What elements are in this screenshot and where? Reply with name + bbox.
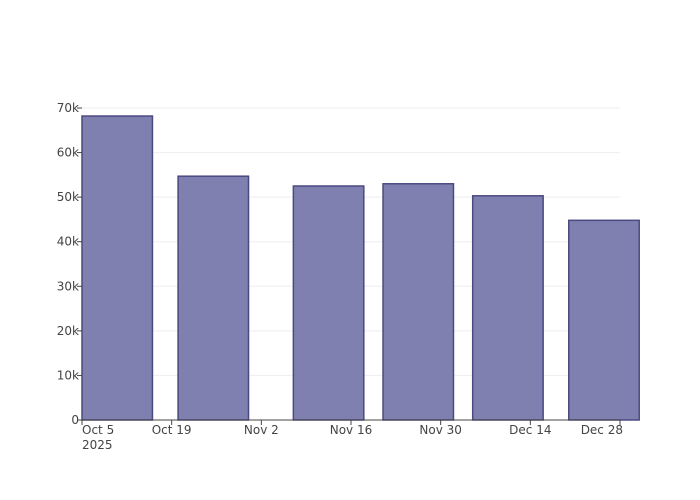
y-tick-label-3: 30k — [57, 279, 79, 293]
y-axis-ticks: 0 10k 20k 30k 40k 50k 60k 70k — [57, 101, 82, 427]
y-tick-label-1: 10k — [57, 368, 79, 382]
y-tick-label-7: 70k — [57, 101, 79, 115]
x-tick-label-0: Oct 5 — [82, 423, 114, 437]
bar-5 — [471, 195, 544, 421]
x-tick-label-4: Nov 30 — [419, 423, 462, 437]
bar-1 — [81, 115, 154, 421]
y-tick-label-2: 20k — [57, 324, 79, 338]
x-tick-label-1: Oct 19 — [152, 423, 192, 437]
x-tick-label-6: Dec 28 — [581, 423, 623, 437]
x-tick-label-3: Nov 16 — [330, 423, 373, 437]
bar-6 — [568, 219, 640, 421]
y-tick-label-0: 0 — [71, 413, 79, 427]
y-tick-label-5: 50k — [57, 190, 79, 204]
bars — [81, 115, 640, 421]
x-axis-year-label: 2025 — [82, 438, 113, 452]
y-tick-label-6: 60k — [57, 146, 79, 160]
y-tick-label-4: 40k — [57, 235, 79, 249]
x-tick-label-2: Nov 2 — [244, 423, 279, 437]
bar-2 — [177, 175, 250, 421]
x-axis-ticks: Oct 5 Oct 19 Nov 2 Nov 16 Nov 30 Dec 14 Dec 28 — [81, 420, 623, 437]
x-tick-label-5: Dec 14 — [509, 423, 551, 437]
bar-4 — [382, 183, 455, 421]
bar-3 — [292, 185, 365, 421]
